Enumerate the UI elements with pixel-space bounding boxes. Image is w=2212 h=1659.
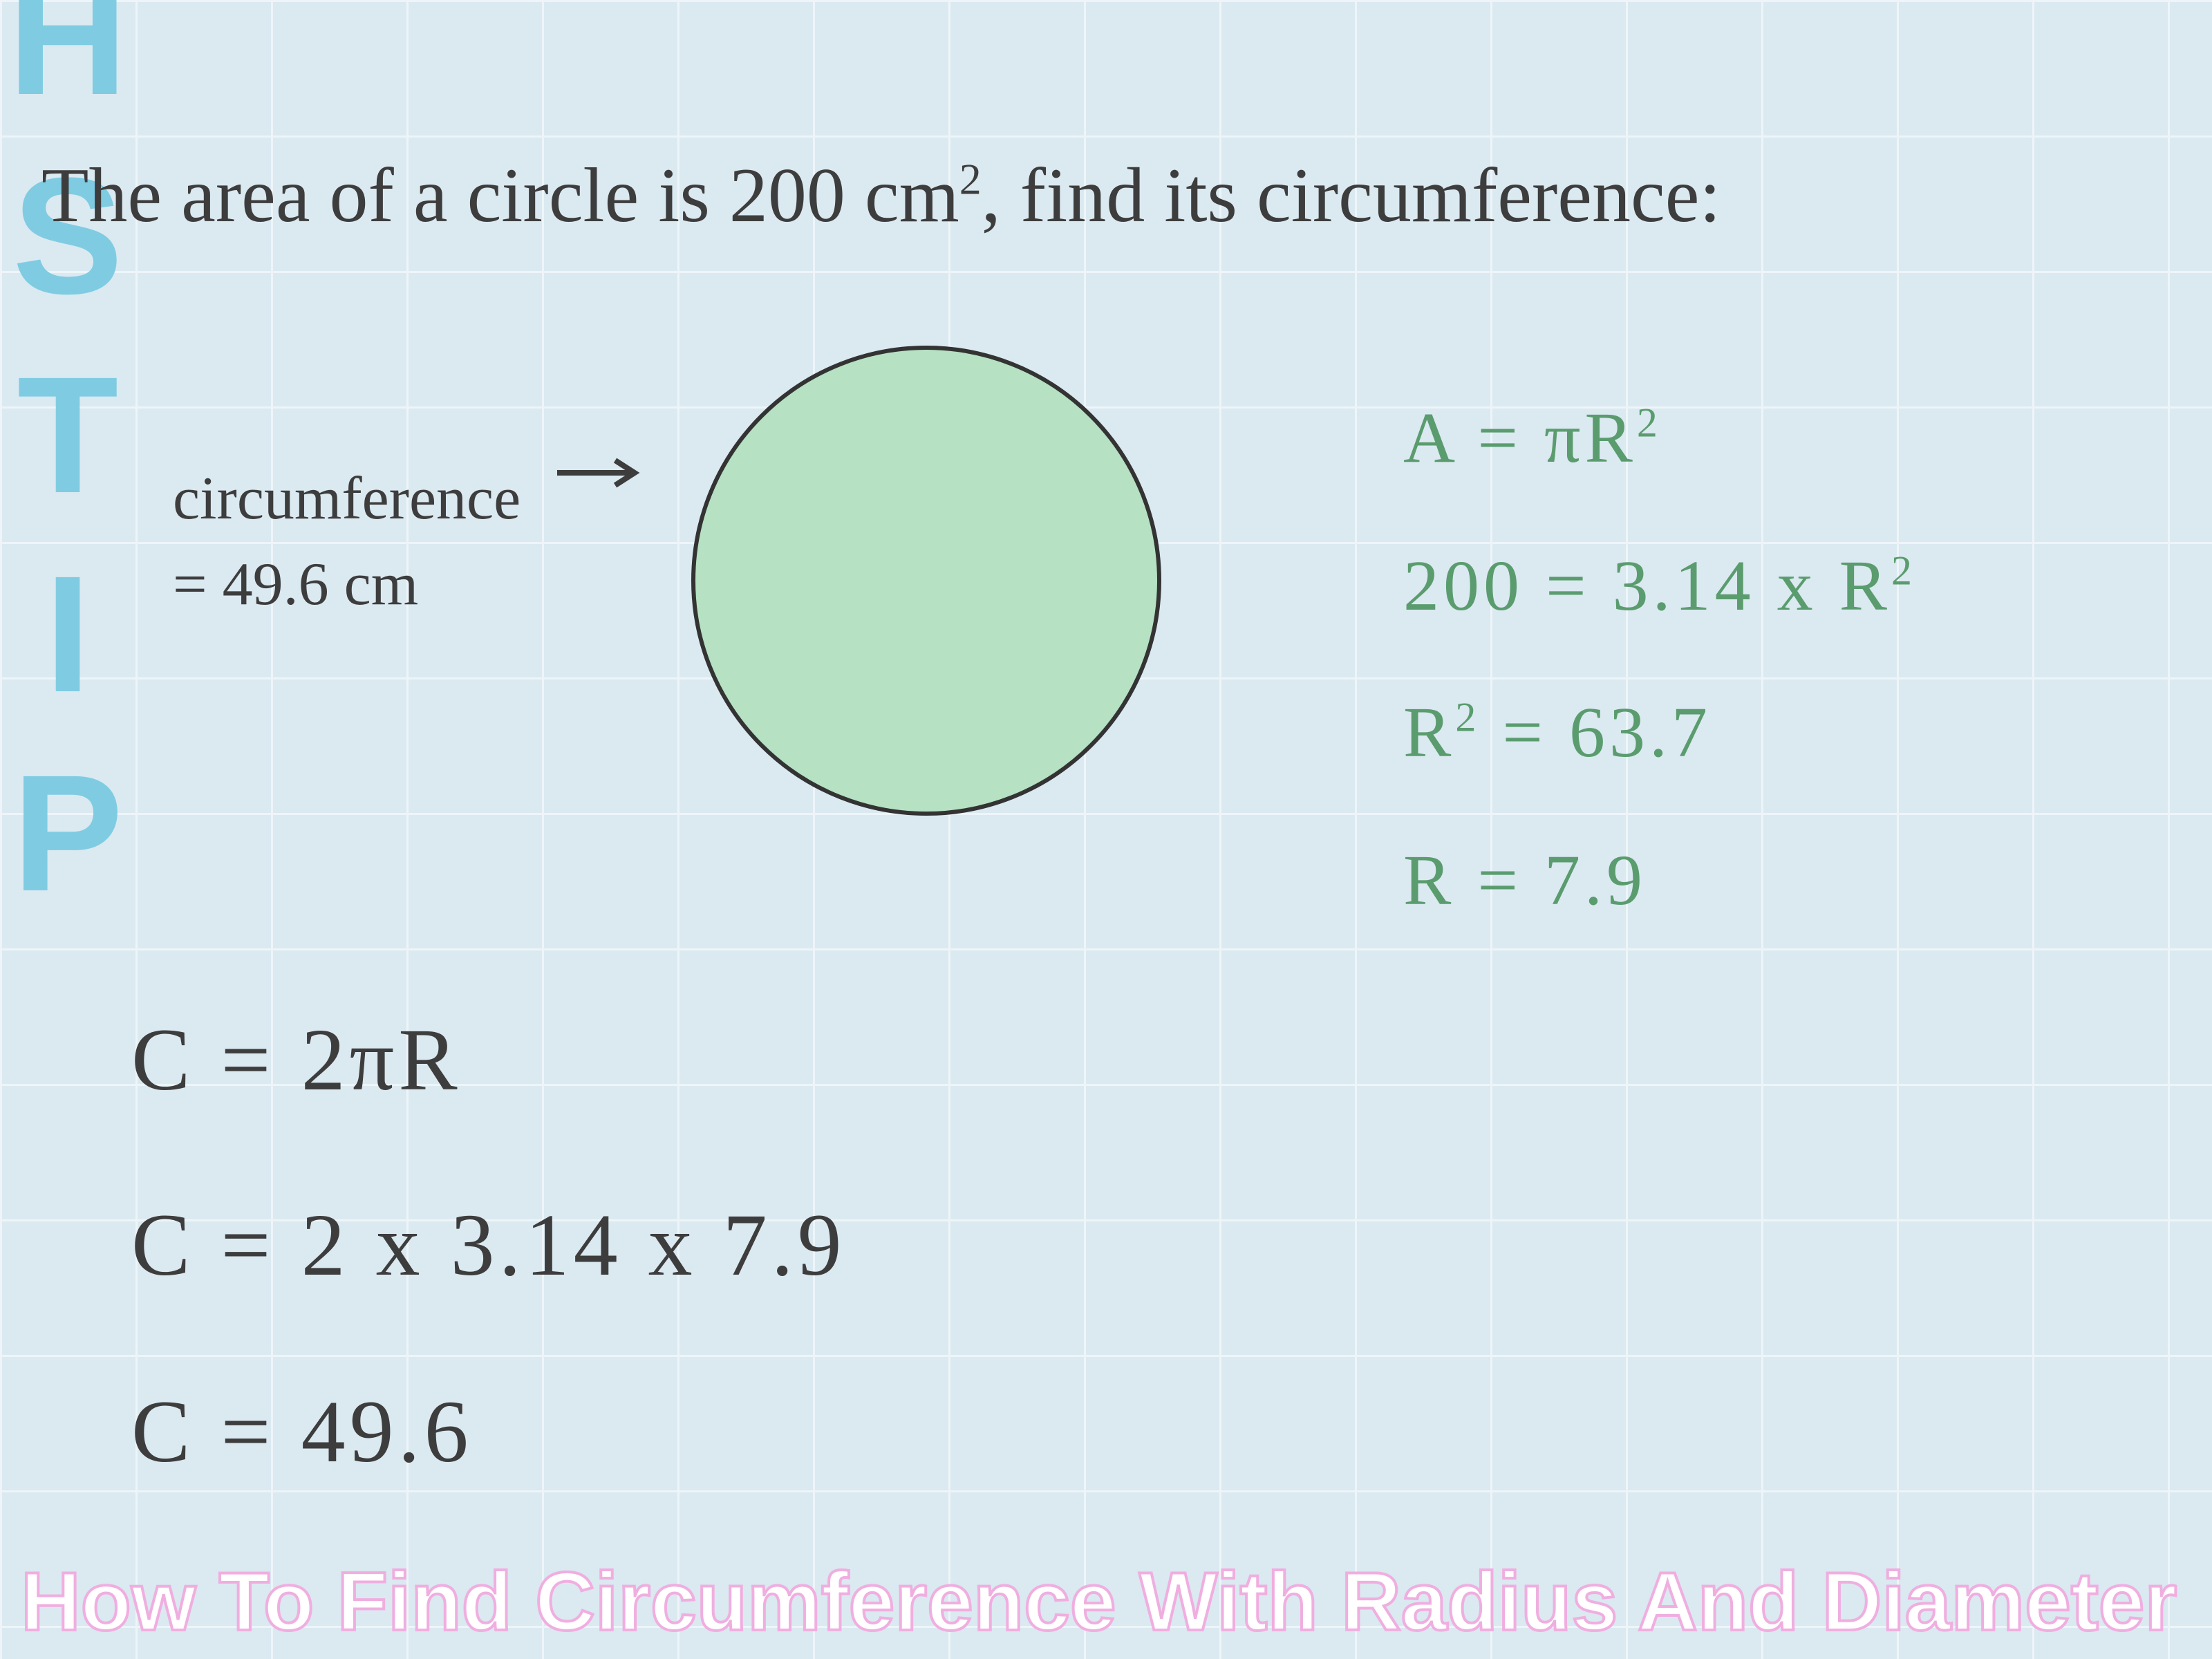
problem-statement: The area of a circle is 200 cm2, find it… [41, 152, 1721, 241]
circumference-calculation-steps: C = 2πRC = 2 x 3.14 x 7.9C = 49.6 [131, 968, 846, 1525]
area-calculation-steps: A = πR2200 = 3.14 x R2R2 = 63.7R = 7.9 [1403, 366, 1916, 956]
arrow-icon [551, 456, 662, 489]
circumference-label: circumference = 49.6 cm [173, 456, 551, 626]
circumference-label-line1: circumference [173, 465, 521, 532]
circumference-label-line2: = 49.6 cm [173, 550, 418, 617]
circ-step-line: C = 2 x 3.14 x 7.9 [131, 1154, 846, 1340]
area-step-line: A = πR2 [1403, 366, 1916, 514]
diagram-canvas: HSTIP The area of a circle is 200 cm2, f… [0, 0, 2212, 1659]
circ-step-line: C = 49.6 [131, 1340, 846, 1526]
problem-suffix: , find its circumference: [982, 153, 1721, 239]
area-step-line: R = 7.9 [1403, 809, 1916, 956]
problem-exponent: 2 [959, 154, 982, 204]
area-step-line: R2 = 63.7 [1403, 661, 1916, 808]
area-step-line: 200 = 3.14 x R2 [1403, 514, 1916, 661]
circ-step-line: C = 2πR [131, 968, 846, 1154]
footer-title: How To Find Circumference With Radius An… [21, 1558, 2177, 1645]
circle-shape [691, 346, 1161, 816]
problem-prefix: The area of a circle is 200 cm [41, 153, 959, 239]
